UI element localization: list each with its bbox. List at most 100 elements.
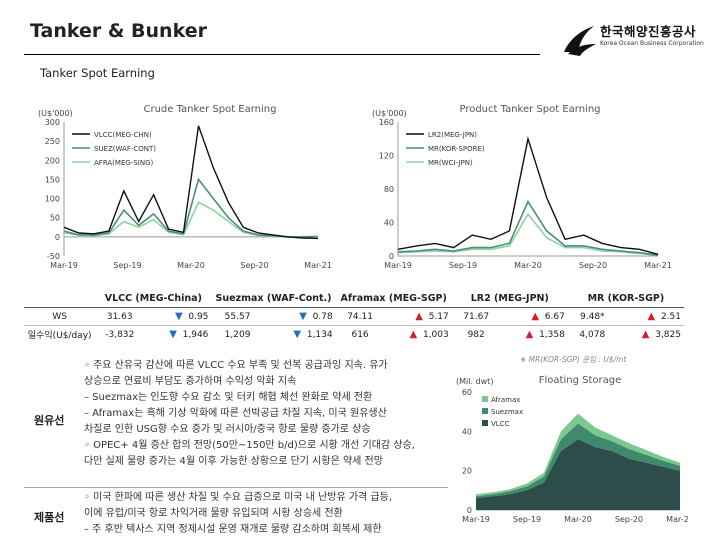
logo: 한국해양진흥공사 Korea Ocean Business Corporatio…: [560, 18, 710, 60]
commentary-line: 이에 유럽/미국 항로 차익거래 물량 유입되며 시황 상승세 전환: [84, 508, 343, 519]
series-line-1: [63, 177, 319, 238]
rate-change: ▲ 1,003: [385, 326, 452, 344]
y-tick-label: 60: [462, 388, 472, 397]
legend-label: Suezmax: [491, 408, 523, 416]
rate-value: 71.67: [451, 307, 501, 326]
change-value: 6.67: [539, 312, 565, 322]
wave-logo-icon: [564, 26, 596, 56]
table-note: ※ MR(KOR-SGP) 운임 : U$/mt: [520, 355, 627, 364]
table-row: 일수익(U$/day) -3,832 ▼ 1,946 1,209 ▼ 1,134 616 ▲…: [24, 326, 684, 344]
up-arrow-icon: ▲: [409, 329, 418, 340]
legend-label: SUEZ(WAF-CONT): [94, 145, 156, 153]
category-crude: 원유선: [34, 414, 65, 427]
page-title: Tanker & Bunker: [30, 20, 207, 42]
table-corner: [24, 290, 96, 308]
x-tick-label: Mar-20: [564, 515, 592, 524]
y-tick-label: 20: [462, 467, 472, 476]
y-tick-label: 160: [379, 118, 394, 127]
commentary-line: – Aframax는 흑해 기상 악화에 따른 선박공급 차질 지속, 미국 원…: [84, 408, 387, 419]
crude-commentary: ◦ 주요 산유국 감산에 따른 VLCC 수요 부족 및 선복 공급과잉 지속.…: [84, 358, 454, 470]
table-header: VLCC (MEG-China): [95, 290, 212, 308]
legend-label: LR2(MEG-JPN): [428, 131, 477, 139]
change-value: 5.17: [422, 312, 449, 322]
commentary-line: ◦ 주요 산유국 감산에 따른 VLCC 수요 부족 및 선복 공급과잉 지속.…: [84, 360, 388, 371]
table-header: Aframax (MEG-SGP): [335, 290, 452, 308]
change-value: 0.95: [182, 312, 209, 322]
legend-label: MR(WCI-JPN): [428, 159, 473, 167]
x-tick-label: Sep-19: [449, 261, 477, 270]
section-divider: [24, 487, 448, 488]
title-underline: [24, 54, 540, 55]
rate-change: ▲ 1,358: [501, 326, 568, 344]
x-tick-label: Mar-20: [514, 261, 542, 270]
legend-label: VLCC(MEG-CHN): [94, 131, 152, 139]
up-arrow-icon: ▲: [531, 311, 540, 322]
x-tick-label: Sep-19: [113, 261, 141, 270]
y-tick-label: 0: [467, 506, 472, 515]
y-tick-label: 200: [45, 156, 60, 165]
product-chart-title: Product Tanker Spot Earning: [459, 104, 601, 115]
rate-value: 982: [467, 329, 485, 340]
x-tick-label: Mar-19: [384, 261, 412, 270]
product-commentary: ◦ 미국 한파에 따른 생산 차질 및 수요 급증으로 미국 내 난방유 가격 …: [84, 490, 454, 538]
logo-english: Korea Ocean Business Corporation: [600, 40, 704, 47]
change-value: 3,825: [649, 330, 681, 340]
commentary-line: 다만 실제 물량 증가는 4월 이후 가능한 상황으로 단기 시황은 약세 전망: [84, 456, 383, 467]
y-tick-label: 120: [379, 152, 394, 161]
legend-label: VLCC: [491, 420, 510, 428]
rate-value: 74.11: [335, 307, 385, 326]
change-value: 2.51: [655, 312, 681, 322]
rate-value: -3,832: [105, 329, 135, 340]
table-header: LR2 (MEG-JPN): [451, 290, 568, 308]
rate-change: ▲ 2.51: [616, 307, 684, 326]
section-subtitle: Tanker Spot Earning: [40, 66, 155, 80]
change-value: 1,003: [417, 330, 449, 340]
down-arrow-icon: ▼: [169, 329, 177, 340]
commentary-line: ◦ OPEC+ 4월 증산 합의 전망(50만~150만 b/d)으로 시황 개…: [84, 440, 415, 451]
rate-change: ▲ 3,825: [617, 326, 684, 344]
table-header: Suezmax (WAF-Cont.): [211, 290, 336, 308]
y-tick-label: 40: [384, 219, 394, 228]
up-arrow-icon: ▲: [525, 329, 534, 340]
table-row: WS 31.63 ▼ 0.95 55.57 ▼ 0.78 74.11 ▲ 5.17 71.67…: [24, 307, 684, 326]
down-arrow-icon: ▼: [174, 311, 183, 322]
series-line-1: [397, 199, 659, 256]
x-tick-label: Mar-20: [177, 261, 205, 270]
rate-value: 55.57: [211, 307, 264, 326]
down-arrow-icon: ▼: [293, 329, 302, 340]
rate-value: 616: [351, 329, 369, 340]
y-tick-label: 100: [45, 195, 60, 204]
x-tick-label: Mar-19: [50, 261, 78, 270]
area-layer: [476, 439, 680, 510]
row-label: WS: [24, 307, 96, 326]
y-unit-label: (Mil. dwt): [456, 377, 493, 386]
commentary-line: – 주 후반 텍사스 지역 정제시설 운영 재개로 물량 감소하며 회복세 제한: [84, 524, 382, 535]
category-product: 제품선: [34, 511, 65, 524]
y-tick-label: 250: [45, 137, 60, 146]
crude-chart-title: Crude Tanker Spot Earning: [143, 104, 277, 115]
area-layer: [476, 423, 680, 499]
x-tick-label: Sep-20: [579, 261, 607, 270]
x-tick-label: Sep-20: [240, 261, 268, 270]
y-unit-label: (U$'000): [372, 109, 407, 118]
up-arrow-icon: ▲: [415, 311, 423, 322]
series-line-0: [397, 136, 659, 255]
rate-change: ▼ 1,946: [144, 326, 211, 344]
x-tick-label: Mar-21: [644, 261, 672, 270]
commentary-line: – Suezmax는 인도향 수요 감소 및 터키 해협 체선 완화로 약세 전…: [84, 392, 373, 403]
up-arrow-icon: ▲: [641, 329, 650, 340]
spot-rate-table: VLCC (MEG-China) Suezmax (WAF-Cont.) Afr…: [24, 290, 684, 343]
y-tick-label: 0: [55, 233, 60, 242]
legend-swatch: [482, 396, 488, 402]
storage-chart-title: Floating Storage: [538, 375, 622, 386]
commentary-line: ◦ 미국 한파에 따른 생산 차질 및 수요 급증으로 미국 내 난방유 가격 …: [84, 492, 393, 503]
y-tick-label: 40: [462, 427, 472, 436]
x-tick-label: Sep-20: [615, 515, 643, 524]
commentary-line: 차질로 인한 USG향 수요 증가 및 러시아/중국 항로 물량 증가로 상승: [84, 424, 371, 435]
change-value: 1,946: [176, 330, 209, 340]
y-tick-label: 300: [45, 118, 60, 127]
y-tick-label: 50: [50, 214, 60, 223]
row-label: 일수익(U$/day): [27, 331, 92, 341]
